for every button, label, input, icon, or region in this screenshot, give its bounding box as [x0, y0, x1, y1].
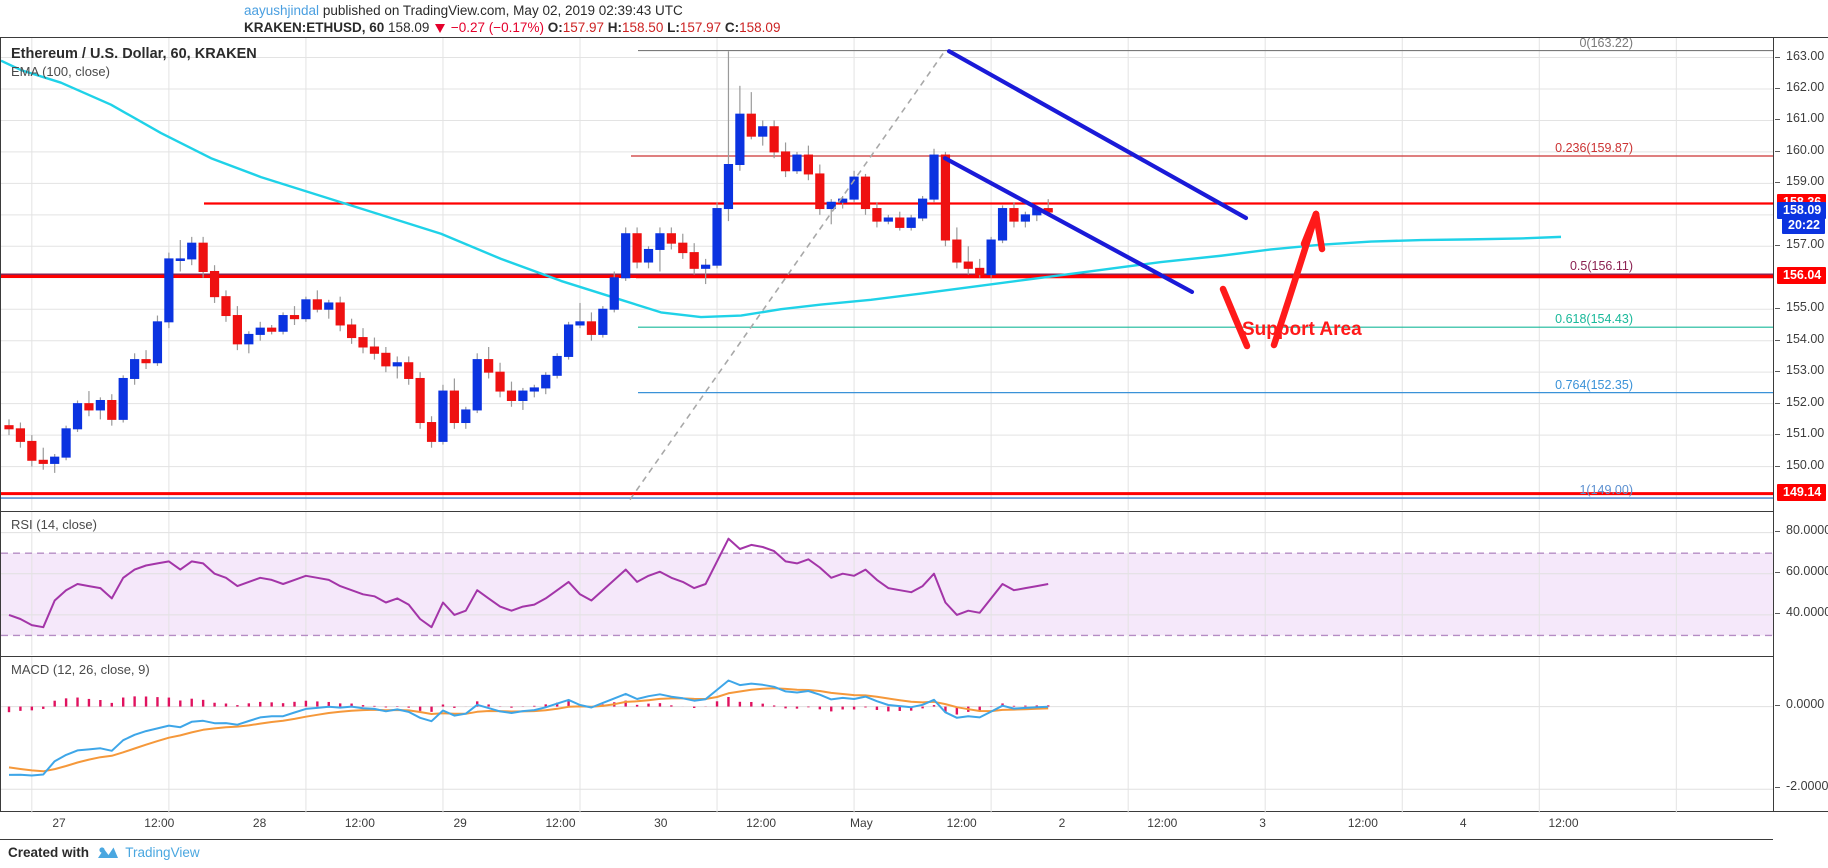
- price-pane[interactable]: Ethereum / U.S. Dollar, 60, KRAKEN EMA (…: [1, 38, 1774, 510]
- axis-tickmark: [1775, 704, 1780, 706]
- time-tick-label: 12:00: [344, 816, 375, 830]
- low-label: L:: [667, 20, 680, 35]
- time-tick-label: May: [850, 816, 873, 830]
- tradingview-brand[interactable]: TradingView: [125, 845, 200, 860]
- rsi-plot: [1, 512, 1774, 655]
- low-value: 157.97: [679, 20, 722, 35]
- fib-level-label: 0(163.22): [1579, 38, 1633, 50]
- price-badge: 158.09: [1777, 202, 1827, 219]
- publish-info: aayushjindal published on TradingView.co…: [244, 3, 683, 18]
- time-tick-label: 12:00: [946, 816, 977, 830]
- macd-pane[interactable]: MACD (12, 26, close, 9): [1, 656, 1774, 813]
- price-tick-label: 155.00: [1786, 300, 1825, 315]
- open-label: O:: [547, 20, 563, 35]
- price-change: −0.27 (−0.17%): [450, 20, 544, 35]
- price-tick-label: 161.00: [1786, 111, 1825, 126]
- publish-text: published on TradingView.com, May 02, 20…: [319, 3, 683, 18]
- created-with-label: Created with: [8, 845, 90, 860]
- price-badge: 156.04: [1777, 266, 1827, 284]
- open-value: 157.97: [562, 20, 605, 35]
- rsi-indicator-label[interactable]: RSI (14, close): [11, 517, 97, 532]
- axis-tickmark: [1775, 119, 1780, 121]
- rsi-tick-label: 80.0000: [1786, 522, 1828, 537]
- time-tick-label: 12:00: [1347, 816, 1378, 830]
- time-tick-label: 12:00: [144, 816, 175, 830]
- time-tick-label: 30: [654, 816, 668, 830]
- macd-plot: [1, 657, 1774, 813]
- axis-tickmark: [1775, 245, 1780, 247]
- price-badge: 149.14: [1777, 483, 1827, 501]
- axis-tickmark: [1775, 402, 1780, 404]
- macd-indicator-label[interactable]: MACD (12, 26, close, 9): [11, 662, 150, 677]
- time-tick-label: 12:00: [545, 816, 576, 830]
- price-tick-label: 163.00: [1786, 48, 1825, 63]
- tradingview-logo-icon: [97, 846, 119, 860]
- triangle-down-icon: [435, 24, 446, 33]
- chart-title: Ethereum / U.S. Dollar, 60, KRAKEN: [11, 46, 257, 62]
- time-tick-label: 29: [453, 816, 467, 830]
- symbol-label[interactable]: KRAKEN:ETHUSD, 60: [244, 20, 385, 35]
- price-tick-label: 150.00: [1786, 457, 1825, 472]
- macd-tick-label: -2.0000: [1786, 779, 1828, 794]
- footer-credit: Created with TradingView: [8, 845, 200, 860]
- price-plot: [1, 38, 1774, 510]
- fib-level-label: 1(149.00): [1579, 483, 1633, 498]
- time-tick-label: 28: [252, 816, 267, 830]
- chart-frame[interactable]: Ethereum / U.S. Dollar, 60, KRAKEN EMA (…: [0, 37, 1774, 813]
- rsi-tick-label: 40.0000: [1786, 604, 1828, 619]
- axis-tickmark: [1775, 612, 1780, 614]
- axis-tickmark: [1775, 530, 1780, 532]
- time-tick-label: 12:00: [1548, 816, 1579, 830]
- time-axis[interactable]: 27 12:00 28 12:00 29 12:00 30 12:00 May 12:00 2 12:…: [0, 812, 1773, 840]
- high-label: H:: [607, 20, 623, 35]
- axis-tickmark: [1775, 150, 1780, 152]
- close-value: 158.09: [739, 20, 781, 35]
- last-price: 158.09: [388, 20, 430, 35]
- fib-level-label: 0.236(159.87): [1555, 141, 1633, 155]
- axis-tickmark: [1775, 308, 1780, 310]
- price-badge: 20:22: [1782, 216, 1825, 234]
- axis-tickmark: [1775, 56, 1780, 58]
- price-axis[interactable]: [1773, 37, 1828, 812]
- price-tick-label: 153.00: [1786, 363, 1825, 378]
- axis-tickmark: [1775, 182, 1780, 184]
- price-tick-label: 151.00: [1786, 426, 1825, 441]
- time-tick-label: 12:00: [1147, 816, 1178, 830]
- quote-line: KRAKEN:ETHUSD, 60 158.09 −0.27 (−0.17%) …: [244, 20, 780, 35]
- axis-tickmark: [1775, 571, 1780, 573]
- price-tick-label: 154.00: [1786, 331, 1825, 346]
- rsi-pane[interactable]: RSI (14, close): [1, 511, 1774, 655]
- price-tick-label: 152.00: [1786, 394, 1825, 409]
- axis-tickmark: [1775, 434, 1780, 436]
- fib-level-label: 0.618(154.43): [1555, 312, 1633, 327]
- support-area-annotation: Support Area: [1242, 319, 1362, 340]
- chart-header: aayushjindal published on TradingView.co…: [0, 0, 1828, 36]
- time-tick-label: 4: [1459, 816, 1467, 830]
- fib-level-label: 0.5(156.11): [1569, 259, 1633, 274]
- price-axis-labels: 163.00 162.00 161.00 160.00 159.00 157.00 155.…: [1698, 0, 1828, 868]
- axis-tickmark: [1775, 787, 1780, 789]
- price-tick-label: 160.00: [1786, 142, 1825, 157]
- axis-tickmark: [1775, 87, 1780, 89]
- time-tick-label: 12:00: [746, 816, 777, 830]
- rsi-tick-label: 60.0000: [1786, 563, 1828, 578]
- time-tick-label: 2: [1058, 816, 1066, 830]
- price-tick-label: 159.00: [1786, 174, 1825, 189]
- high-value: 158.50: [622, 20, 664, 35]
- fib-level-label: 0.764(152.35): [1555, 377, 1633, 392]
- axis-tickmark: [1775, 465, 1780, 467]
- axis-tickmark: [1775, 371, 1780, 373]
- ema-indicator-label[interactable]: EMA (100, close): [11, 64, 110, 79]
- author-name[interactable]: aayushjindal: [244, 3, 320, 18]
- axis-tickmark: [1775, 339, 1780, 341]
- macd-tick-label: 0.0000: [1786, 696, 1825, 711]
- close-label: C:: [724, 20, 740, 35]
- time-tick-label: 3: [1259, 816, 1266, 830]
- time-tick-label: 27: [52, 816, 66, 830]
- price-tick-label: 162.00: [1786, 79, 1825, 94]
- price-tick-label: 157.00: [1786, 237, 1825, 252]
